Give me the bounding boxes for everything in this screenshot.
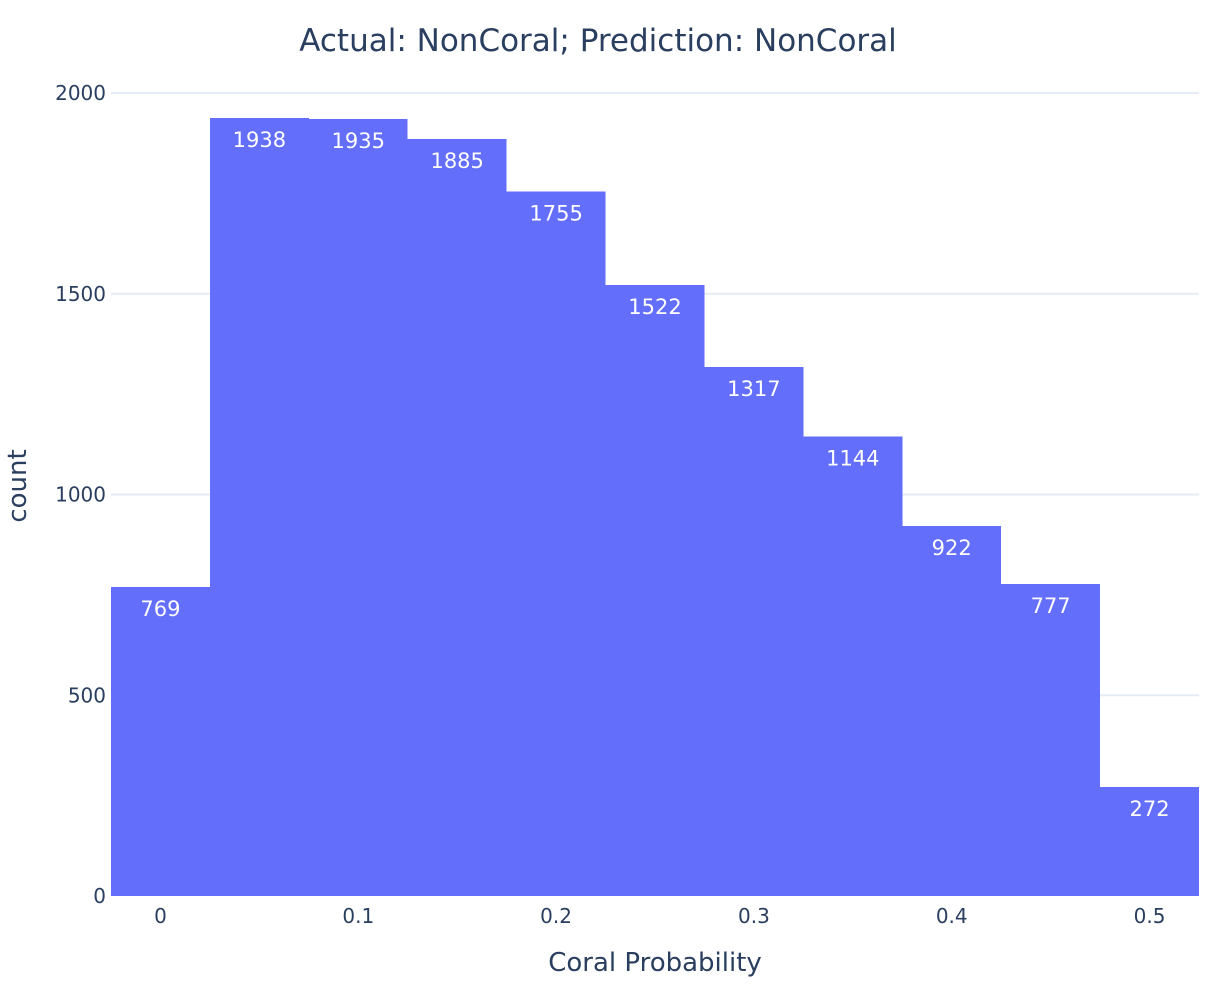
histogram-bar — [506, 191, 606, 896]
histogram-bar — [704, 367, 804, 896]
histogram-bar — [111, 587, 210, 896]
bar-value-label: 1522 — [628, 295, 681, 319]
data-label-layer: 769 1938 1935 1885 1755 1522 1317 1144 922 777 272 — [140, 128, 1169, 821]
x-axis: 0 0.1 0.2 0.3 0.4 0.5 — [154, 904, 1165, 928]
x-tick-label: 0.2 — [540, 904, 572, 928]
bar-value-label: 1885 — [430, 149, 483, 173]
y-tick-label: 1000 — [55, 483, 106, 507]
y-tick-label: 1500 — [55, 282, 106, 306]
x-tick-label: 0.1 — [342, 904, 374, 928]
bar-value-label: 777 — [1031, 594, 1071, 618]
y-tick-label: 2000 — [55, 81, 106, 105]
histogram-bar — [209, 117, 309, 896]
histogram-bar — [407, 139, 507, 897]
bar-value-label: 769 — [140, 597, 180, 621]
bar-value-label: 1938 — [233, 128, 286, 152]
bar-value-label: 922 — [932, 536, 972, 560]
bar-value-label: 272 — [1129, 797, 1169, 821]
bar-value-label: 1755 — [529, 201, 582, 225]
y-tick-label: 500 — [68, 683, 106, 707]
histogram-bar — [1100, 786, 1199, 896]
x-tick-label: 0.3 — [738, 904, 770, 928]
histogram-bar — [605, 284, 705, 896]
y-axis: 0 500 1000 1500 2000 — [55, 81, 106, 908]
x-tick-label: 0.5 — [1134, 904, 1166, 928]
bar-layer — [111, 117, 1199, 897]
histogram-bar — [803, 436, 903, 896]
bar-value-label: 1935 — [332, 129, 385, 153]
y-tick-label: 0 — [93, 884, 106, 908]
x-axis-title: Coral Probability — [548, 948, 762, 978]
histogram-bar — [308, 119, 408, 896]
histogram-bar — [1001, 584, 1101, 896]
bar-value-label: 1144 — [826, 447, 879, 471]
y-axis-title: count — [3, 449, 33, 522]
chart-title: Actual: NonCoral; Prediction: NonCoral — [299, 23, 897, 59]
bar-value-label: 1317 — [727, 377, 780, 401]
x-tick-label: 0.4 — [936, 904, 968, 928]
x-tick-label: 0 — [154, 904, 167, 928]
histogram-bar — [902, 525, 1002, 896]
